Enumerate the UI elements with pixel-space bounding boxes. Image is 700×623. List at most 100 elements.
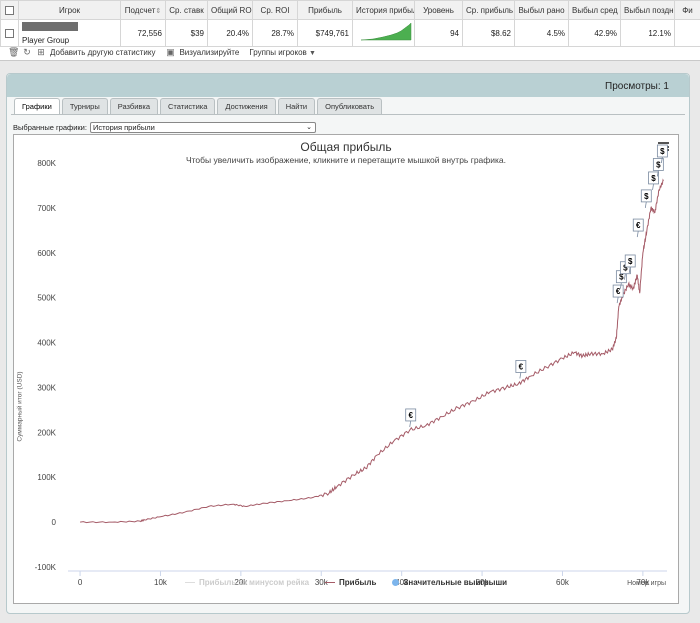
big-win-connector xyxy=(628,266,631,274)
redacted-name xyxy=(22,22,78,31)
cell-profit: $749,761 xyxy=(297,19,353,47)
profit-sparkline xyxy=(360,22,412,41)
big-win-symbol: $ xyxy=(628,257,633,266)
x-tick-label: 40k xyxy=(395,578,409,587)
legend-item[interactable]: Значительные выигрыши xyxy=(392,578,507,587)
cell-early-exit: 4.5% xyxy=(514,19,569,47)
legend-label: Значительные выигрыши xyxy=(403,578,508,587)
chart-container[interactable]: Общая прибыль Чтобы увеличить изображени… xyxy=(13,134,679,604)
header-late-exit[interactable]: Выбыл поздн xyxy=(620,0,675,20)
visualize-icon: ▣ xyxy=(166,46,175,57)
big-win-symbol: $ xyxy=(623,264,628,273)
row-checkbox[interactable] xyxy=(0,19,19,47)
tab-statistics[interactable]: Статистика xyxy=(160,98,216,114)
big-win-flag xyxy=(612,284,624,298)
header-avg-roi[interactable]: Ср. ROI xyxy=(252,0,298,20)
checkbox-icon[interactable] xyxy=(5,28,14,38)
visualize-link[interactable]: Визуализируйте xyxy=(179,47,240,57)
header-early-exit[interactable]: Выбыл рано xyxy=(514,0,569,20)
header-count-label: Подсчет xyxy=(124,5,156,15)
header-profit-history[interactable]: История прибыли xyxy=(352,0,415,20)
big-win-flag xyxy=(515,360,527,373)
big-win-flag xyxy=(632,218,644,232)
y-tick-label: -100K xyxy=(35,563,57,572)
checkbox-icon[interactable] xyxy=(5,5,14,15)
header-level[interactable]: Уровень xyxy=(414,0,463,20)
y-tick-label: 100K xyxy=(37,473,56,482)
header-total-roi[interactable]: Общий ROI xyxy=(207,0,253,20)
big-win-flag xyxy=(648,171,659,185)
legend-label: Прибыль xyxy=(339,578,377,587)
x-tick-label: 50k xyxy=(476,578,490,587)
y-axis-label: Суммарный итог (USD) xyxy=(16,371,24,442)
chart-select-value: История прибыли xyxy=(92,123,155,132)
big-win-flag xyxy=(624,254,636,268)
profit-series-line xyxy=(80,178,664,524)
chart-select-label: Выбранные графики: xyxy=(13,123,87,132)
add-stat-link[interactable]: Добавить другую статистику xyxy=(50,47,156,57)
tab-charts[interactable]: Графики xyxy=(14,98,60,114)
legend-item[interactable]: Прибыль xyxy=(325,578,376,587)
y-tick-label: 200K xyxy=(37,428,56,437)
cell-avg-roi: 28.7% xyxy=(252,19,298,47)
cell-late-exit: 12.1% xyxy=(620,19,675,47)
tab-tournaments[interactable]: Турниры xyxy=(61,98,108,114)
tab-publish[interactable]: Опубликовать xyxy=(317,98,383,114)
cell-level: 94 xyxy=(414,19,463,47)
big-win-connector xyxy=(636,231,639,238)
table-row[interactable]: Player Group 72,556 $39 20.4% 28.7% $749… xyxy=(0,19,700,47)
chart-select[interactable]: История прибыли ⌄ xyxy=(89,122,316,133)
cell-avg-stake: $39 xyxy=(165,19,208,47)
refresh-icon[interactable]: ↻ xyxy=(23,46,31,57)
sort-icon[interactable]: ⇕ xyxy=(155,7,162,15)
table-header-row: Игрок Подсчет⇕ Ср. ставк Общий ROI Ср. R… xyxy=(0,0,700,20)
big-win-flag xyxy=(656,144,668,158)
select-all-checkbox[interactable] xyxy=(0,0,19,20)
player-name: Player Group xyxy=(22,36,70,45)
big-win-symbol: $ xyxy=(660,147,665,156)
stats-table-container: Игрок Подсчет⇕ Ср. ставк Общий ROI Ср. R… xyxy=(0,0,700,61)
chevron-down-icon: ⌄ xyxy=(306,124,312,131)
y-tick-label: 0 xyxy=(52,518,57,527)
big-win-connector xyxy=(652,183,654,190)
tab-achievements[interactable]: Достижения xyxy=(217,98,276,114)
chart-select-row: Выбранные графики: История прибыли ⌄ xyxy=(13,122,316,133)
add-stat-icon: ⊞ xyxy=(37,46,45,57)
player-cell[interactable]: Player Group xyxy=(18,19,121,47)
tab-find[interactable]: Найти xyxy=(277,98,316,114)
cell-mid-exit: 42.9% xyxy=(568,19,621,47)
header-mid-exit[interactable]: Выбыл сред xyxy=(568,0,621,20)
tab-bar: Графики Турниры Разбивка Статистика Дост… xyxy=(14,98,383,114)
chart-legend: Прибыль за минусом рейка Прибыль Значитель… xyxy=(14,578,678,587)
player-groups-label: Группы игроков xyxy=(249,47,307,57)
big-win-connector xyxy=(623,273,626,280)
cell-profit-history[interactable] xyxy=(352,19,415,47)
x-tick-label: 10k xyxy=(154,578,168,587)
chevron-down-icon: ▼ xyxy=(309,49,316,57)
header-player[interactable]: Игрок xyxy=(18,0,121,20)
player-groups-dropdown[interactable]: Группы игроков ▼ xyxy=(249,48,316,57)
profit-chart-svg: -100K 0 100K 200K 300K 400K 500K 600K 700K 800K 0 1… xyxy=(35,144,668,587)
big-win-connector xyxy=(660,156,663,164)
big-win-flag xyxy=(652,158,664,171)
y-tick-label: 800K xyxy=(37,159,56,168)
header-profit[interactable]: Прибыль xyxy=(297,0,353,20)
header-avg-stake[interactable]: Ср. ставк xyxy=(165,0,208,20)
cell-count: 72,556 xyxy=(120,19,166,47)
legend-item[interactable]: Прибыль за минусом рейка xyxy=(184,578,309,587)
x-tick-label: 0 xyxy=(78,578,83,587)
y-tick-label: 700K xyxy=(37,204,56,213)
trash-icon[interactable]: 🗑 xyxy=(8,46,20,57)
header-count[interactable]: Подсчет⇕ xyxy=(120,0,166,20)
big-win-connector xyxy=(619,282,622,289)
sparkline-area xyxy=(360,22,412,41)
big-win-connector xyxy=(616,296,619,304)
tab-divider xyxy=(11,114,685,115)
header-final[interactable]: Фи xyxy=(674,0,700,20)
header-avg-profit[interactable]: Ср. прибыль xyxy=(462,0,515,20)
tab-breakdown[interactable]: Разбивка xyxy=(109,98,159,114)
big-win-connector xyxy=(656,170,659,177)
cell-final xyxy=(674,19,700,47)
x-tick-label: 30k xyxy=(315,578,329,587)
views-count: Просмотры: 1 xyxy=(605,81,669,92)
